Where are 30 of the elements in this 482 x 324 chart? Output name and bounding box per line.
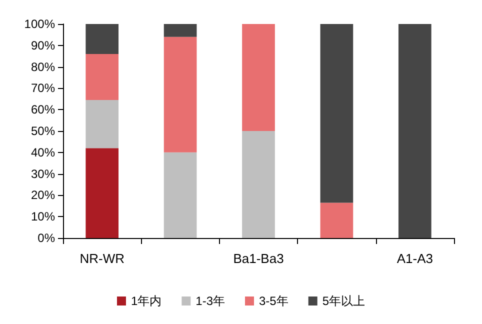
bar bbox=[242, 24, 275, 131]
legend-label: 5年以上 bbox=[322, 294, 366, 308]
y-tick-label: 0% bbox=[38, 231, 56, 245]
legend-label: 1-3年 bbox=[196, 294, 225, 308]
y-tick-label: 40% bbox=[30, 145, 56, 160]
y-tick-label: 80% bbox=[30, 60, 56, 74]
bar bbox=[86, 54, 119, 100]
x-tick-label: Ba1-Ba3 bbox=[233, 251, 284, 266]
bar bbox=[164, 152, 197, 238]
y-tick-label: 60% bbox=[30, 102, 56, 117]
y-tick-label: 30% bbox=[30, 166, 56, 181]
bar bbox=[398, 24, 432, 238]
bar bbox=[86, 100, 119, 148]
y-tick-label: 100% bbox=[24, 17, 56, 31]
legend-label: 3-5年 bbox=[259, 294, 288, 308]
bar bbox=[164, 24, 197, 37]
bar bbox=[320, 24, 354, 203]
y-tick-label: 50% bbox=[30, 124, 56, 138]
x-tick-label: A1-A3 bbox=[396, 251, 433, 266]
y-tick-label: 90% bbox=[30, 38, 56, 52]
bar bbox=[242, 131, 275, 238]
y-tick-label: 70% bbox=[30, 81, 56, 96]
bar bbox=[86, 148, 119, 238]
y-tick-label: 10% bbox=[30, 210, 56, 224]
y-tick-label: 20% bbox=[30, 188, 56, 202]
x-tick-label: NR-WR bbox=[80, 251, 124, 266]
bar bbox=[86, 24, 119, 54]
bar bbox=[164, 36, 197, 152]
bar bbox=[320, 202, 354, 238]
legend-label: 1年内 bbox=[130, 294, 162, 308]
